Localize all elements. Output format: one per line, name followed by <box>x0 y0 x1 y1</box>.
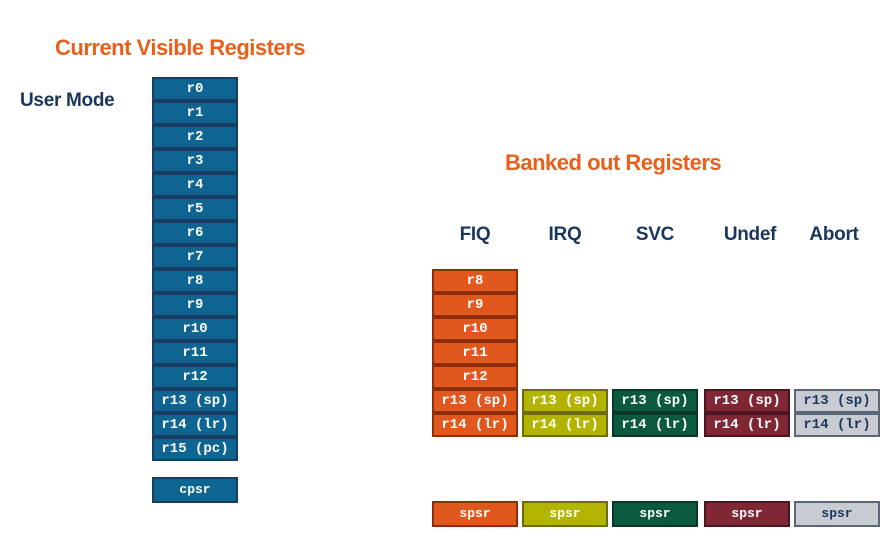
register-r13-sp: r13 (sp) <box>152 389 238 413</box>
register-r7: r7 <box>152 245 238 269</box>
undef-register-r13-sp: r13 (sp) <box>704 389 790 413</box>
register-r9: r9 <box>152 293 238 317</box>
fiq-spsr-register: spsr <box>432 501 518 527</box>
register-r10: r10 <box>152 317 238 341</box>
fiq-register-r13-sp: r13 (sp) <box>432 389 518 413</box>
svc-register-r13-sp: r13 (sp) <box>612 389 698 413</box>
register-r4: r4 <box>152 173 238 197</box>
mode-heading-irq: IRQ <box>548 224 582 245</box>
svc-register-r14-lr: r14 (lr) <box>612 413 698 437</box>
banked-registers-title: Banked out Registers <box>505 150 722 175</box>
mode-heading-abort: Abort <box>809 224 859 245</box>
irq-spsr-register: spsr <box>522 501 608 527</box>
abort-spsr-register: spsr <box>794 501 880 527</box>
register-r6: r6 <box>152 221 238 245</box>
abort-register-r13-sp: r13 (sp) <box>794 389 880 413</box>
irq-register-r13-sp: r13 (sp) <box>522 389 608 413</box>
mode-heading-fiq: FIQ <box>459 224 491 245</box>
cpsr-register: cpsr <box>152 477 238 503</box>
fiq-register-r11: r11 <box>432 341 518 365</box>
mode-heading-undef: Undef <box>723 224 777 245</box>
fiq-register-r12: r12 <box>432 365 518 389</box>
mode-heading-svc: SVC <box>635 224 675 245</box>
register-r14-lr: r14 (lr) <box>152 413 238 437</box>
abort-register-r14-lr: r14 (lr) <box>794 413 880 437</box>
fiq-register-r10: r10 <box>432 317 518 341</box>
register-r15-pc: r15 (pc) <box>152 437 238 461</box>
fiq-register-r8: r8 <box>432 269 518 293</box>
register-r1: r1 <box>152 101 238 125</box>
undef-register-r14-lr: r14 (lr) <box>704 413 790 437</box>
register-r0: r0 <box>152 77 238 101</box>
irq-register-r14-lr: r14 (lr) <box>522 413 608 437</box>
svc-spsr-register: spsr <box>612 501 698 527</box>
register-r11: r11 <box>152 341 238 365</box>
register-r3: r3 <box>152 149 238 173</box>
fiq-register-r14-lr: r14 (lr) <box>432 413 518 437</box>
register-r12: r12 <box>152 365 238 389</box>
fiq-register-r9: r9 <box>432 293 518 317</box>
user-mode-label: User Mode <box>20 90 115 111</box>
current-registers-title: Current Visible Registers <box>55 35 305 60</box>
register-r8: r8 <box>152 269 238 293</box>
register-r5: r5 <box>152 197 238 221</box>
register-r2: r2 <box>152 125 238 149</box>
undef-spsr-register: spsr <box>704 501 790 527</box>
